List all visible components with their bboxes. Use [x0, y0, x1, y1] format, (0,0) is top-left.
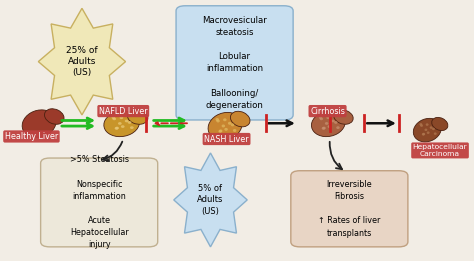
Ellipse shape	[208, 112, 242, 140]
Ellipse shape	[426, 123, 428, 126]
Ellipse shape	[336, 126, 340, 129]
Ellipse shape	[230, 111, 250, 127]
Ellipse shape	[422, 133, 425, 135]
Text: Cirrhosis: Cirrhosis	[310, 106, 345, 116]
Ellipse shape	[434, 132, 437, 135]
Ellipse shape	[430, 126, 433, 129]
Ellipse shape	[216, 118, 219, 121]
FancyBboxPatch shape	[9, 0, 472, 256]
Ellipse shape	[422, 133, 425, 136]
Text: NASH Liver: NASH Liver	[204, 134, 249, 144]
Ellipse shape	[128, 110, 148, 124]
Ellipse shape	[228, 122, 231, 125]
Ellipse shape	[432, 128, 435, 130]
Polygon shape	[38, 8, 126, 115]
Ellipse shape	[319, 117, 323, 120]
Ellipse shape	[327, 116, 330, 119]
Ellipse shape	[331, 120, 335, 122]
Ellipse shape	[111, 116, 115, 119]
Ellipse shape	[322, 127, 325, 130]
Polygon shape	[174, 153, 247, 247]
Ellipse shape	[233, 129, 237, 132]
Ellipse shape	[224, 128, 228, 131]
Ellipse shape	[322, 127, 326, 129]
Ellipse shape	[119, 116, 123, 119]
Ellipse shape	[432, 117, 448, 130]
Ellipse shape	[328, 125, 331, 128]
Ellipse shape	[125, 120, 128, 122]
Ellipse shape	[104, 111, 139, 137]
Ellipse shape	[130, 126, 134, 129]
Ellipse shape	[45, 109, 64, 124]
Ellipse shape	[231, 123, 234, 126]
Text: Irreversible
Fibrosis

↑ Rates of liver
transplants: Irreversible Fibrosis ↑ Rates of liver t…	[318, 180, 381, 238]
Ellipse shape	[219, 130, 222, 133]
Ellipse shape	[22, 110, 56, 138]
Ellipse shape	[219, 129, 222, 132]
Text: 5% of
Adults
(US): 5% of Adults (US)	[197, 184, 224, 216]
Ellipse shape	[424, 129, 428, 131]
Text: Macrovesicular
steatosis

Lobular
inflammation

Ballooning/
degeneration: Macrovesicular steatosis Lobular inflamm…	[202, 16, 267, 110]
Ellipse shape	[319, 116, 322, 119]
Text: Hepatocellular
Carcinoma: Hepatocellular Carcinoma	[413, 144, 467, 157]
Text: NAFLD Liver: NAFLD Liver	[99, 106, 147, 116]
Ellipse shape	[112, 117, 116, 120]
Ellipse shape	[216, 120, 220, 122]
Ellipse shape	[115, 127, 118, 130]
Ellipse shape	[325, 122, 328, 125]
Ellipse shape	[115, 127, 119, 129]
Ellipse shape	[121, 125, 125, 128]
Ellipse shape	[334, 121, 337, 124]
Text: 25% of
Adults
(US): 25% of Adults (US)	[66, 46, 98, 77]
Ellipse shape	[419, 123, 422, 126]
Text: >5% Steatosis

Nonspecific
inflammation

Acute
Hepatocellular
injury: >5% Steatosis Nonspecific inflammation A…	[70, 156, 128, 250]
Ellipse shape	[427, 132, 429, 134]
Text: Healthy Liver: Healthy Liver	[5, 132, 58, 141]
FancyBboxPatch shape	[176, 6, 293, 120]
Ellipse shape	[118, 122, 122, 125]
Ellipse shape	[413, 118, 441, 142]
Ellipse shape	[128, 121, 131, 124]
FancyBboxPatch shape	[291, 171, 408, 247]
Ellipse shape	[420, 124, 423, 127]
Ellipse shape	[221, 124, 225, 127]
FancyBboxPatch shape	[41, 158, 158, 247]
Ellipse shape	[223, 118, 227, 121]
Ellipse shape	[334, 110, 353, 124]
Ellipse shape	[311, 111, 345, 137]
